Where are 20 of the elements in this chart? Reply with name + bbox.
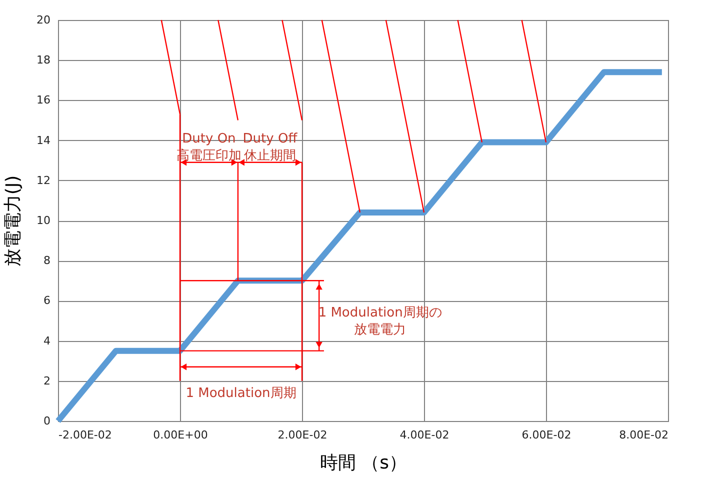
y-tick-label: 10 — [36, 214, 50, 227]
y-tick-label: 4 — [44, 334, 50, 348]
x-tick-label: -2.00E-02 — [58, 428, 112, 442]
annotation: 1 Modulation周期 — [186, 386, 296, 401]
x-tick-label: 4.00E-02 — [400, 428, 450, 442]
y-axis-title: 放電電力(J) — [2, 175, 24, 267]
y-tick-label: 8 — [44, 254, 50, 268]
y-tick-label: 14 — [36, 134, 50, 147]
y-tick-label: 16 — [36, 94, 50, 107]
y-tick-label: 2 — [44, 374, 50, 388]
y-tick-label: 6 — [44, 294, 50, 308]
x-tick-label: 8.00E-02 — [619, 428, 668, 442]
x-tick-label: 2.00E-02 — [278, 428, 328, 442]
x-axis-title: 時間 （s） — [320, 452, 408, 474]
y-tick-label: 18 — [36, 54, 50, 67]
x-tick-label: 6.00E-02 — [522, 428, 572, 442]
y-tick-label: 20 — [36, 14, 50, 26]
x-tick-label: 0.00E+00 — [153, 428, 208, 442]
y-tick-label: 0 — [44, 414, 50, 428]
y-tick-label: 12 — [36, 174, 50, 187]
